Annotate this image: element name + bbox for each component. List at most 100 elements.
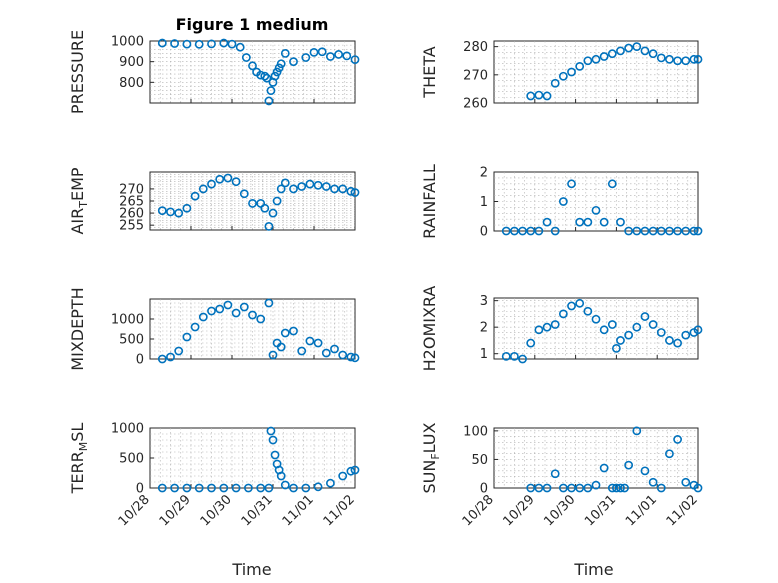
panel-2-grid xyxy=(150,172,355,230)
panel-5-ytick-0: 1 xyxy=(480,347,488,362)
panel-6-ytick-1: 500 xyxy=(119,452,144,467)
panel-5-point-9 xyxy=(575,298,585,308)
panel-2-point-6 xyxy=(207,179,216,189)
panel-5-point-8 xyxy=(567,301,576,311)
panel-1-point-6 xyxy=(575,61,585,71)
panel-4-point-11 xyxy=(248,310,257,320)
panel-2-point-19 xyxy=(289,184,298,194)
panel-5-point-18 xyxy=(640,312,650,321)
panel-6-point-12 xyxy=(270,450,280,460)
panel-6-xtick-2: 10/30 xyxy=(198,492,235,529)
panel-7-point-2 xyxy=(542,483,552,493)
panel-2-point-7 xyxy=(215,174,225,184)
panel-5-point-1 xyxy=(510,351,519,361)
panel-7-xtick-4: 11/01 xyxy=(623,492,660,529)
panel-5-point-15 xyxy=(616,336,625,345)
panel-5-series xyxy=(501,298,703,364)
panel-5-point-2 xyxy=(518,354,527,364)
panel-7-point-4 xyxy=(558,483,568,493)
panel-6-xtick-0: 10/28 xyxy=(116,492,153,529)
panel-3-point-20 xyxy=(665,226,674,236)
panel-3-point-16 xyxy=(632,226,642,236)
panel-2-ytick-3: 270 xyxy=(119,182,144,197)
panel-4-point-4 xyxy=(190,322,200,332)
panel-7-point-14 xyxy=(624,460,634,470)
panel-4-point-3 xyxy=(182,332,192,342)
panel-6-point-2 xyxy=(182,483,192,493)
panel-2-point-24 xyxy=(330,184,339,194)
panel-3-point-5 xyxy=(542,217,552,227)
panel-7-point-8 xyxy=(591,480,601,490)
panel-7-xtick-2: 10/30 xyxy=(541,492,578,529)
panel-0-point-28 xyxy=(342,51,352,61)
panel-7-point-21 xyxy=(681,477,691,487)
panel-4-point-21 xyxy=(313,338,323,348)
panel-2-point-20 xyxy=(297,182,307,191)
panel-2-ytick-0: 255 xyxy=(119,219,144,234)
panel-7-xtick-0: 10/28 xyxy=(460,492,497,529)
panel-5-point-14 xyxy=(612,343,621,353)
panel-1-point-20 xyxy=(689,54,699,64)
panel-3-point-14 xyxy=(616,217,625,227)
panel-7-point-18 xyxy=(656,483,666,493)
panel-3-point-2 xyxy=(518,226,527,236)
panel-1-point-11 xyxy=(616,46,625,56)
panel-6-point-15 xyxy=(276,471,286,481)
panel-0-point-8 xyxy=(241,53,251,62)
panel-0-point-24 xyxy=(309,47,319,57)
panel-1-ytick-0: 260 xyxy=(463,97,488,112)
panel-7-point-19 xyxy=(665,449,674,459)
panel-0-point-26 xyxy=(325,52,335,61)
panel-3-point-8 xyxy=(567,179,576,189)
panel-6-xtick-3: 10/31 xyxy=(239,492,276,529)
panel-7-point-13 xyxy=(620,483,629,493)
y-axis-label-4: MIXDEPTH xyxy=(68,287,87,370)
panel-4-point-24 xyxy=(338,350,348,360)
panel-1-point-17 xyxy=(665,54,674,64)
y-axis-label-1: THETA xyxy=(420,46,439,98)
x-axis-label-right: Time xyxy=(573,560,613,579)
panel-2-point-27 xyxy=(350,188,360,197)
panel-1-point-9 xyxy=(599,52,609,61)
panel-0-point-18 xyxy=(272,67,282,77)
panel-0-point-14 xyxy=(264,96,274,106)
panel-3-point-12 xyxy=(599,217,609,227)
x-axis-label-left: Time xyxy=(231,560,271,579)
panel-1-point-1 xyxy=(534,90,544,100)
panel-7-point-17 xyxy=(648,477,658,487)
panel-3-ytick-1: 1 xyxy=(480,195,488,210)
panel-3-point-10 xyxy=(583,217,593,227)
panel-1-point-4 xyxy=(558,71,568,81)
panel-3-point-4 xyxy=(534,226,544,236)
panel-3-point-13 xyxy=(607,179,617,189)
panel-2-point-9 xyxy=(231,177,241,187)
panel-2-point-26 xyxy=(346,186,356,196)
panel-0: 800 900 1000 PRESSURE xyxy=(68,30,360,114)
panel-4-point-17 xyxy=(280,328,290,338)
panel-5-point-13 xyxy=(607,320,617,329)
panel-5-ytick-2: 3 xyxy=(480,294,488,309)
panel-6-point-16 xyxy=(280,480,290,490)
panel-2-point-0 xyxy=(157,206,167,216)
panel-1-point-7 xyxy=(583,56,593,66)
panel-2-point-1 xyxy=(166,207,175,217)
panel-4-point-7 xyxy=(215,304,225,314)
panel-7: 0 50 100 10/28 10/29 10/30 10/31 11/01 11/02 SUNF… xyxy=(420,422,703,529)
panel-4: 0 500 1000 MIXDEPTH xyxy=(68,287,360,371)
panel-4-point-12 xyxy=(256,314,266,324)
panel-6-xtick-5: 11/02 xyxy=(321,492,358,529)
panel-7-ytick-2: 100 xyxy=(463,424,488,439)
panel-6-point-5 xyxy=(219,483,229,493)
panel-3-point-11 xyxy=(591,205,601,215)
panel-7-xtick-5: 11/02 xyxy=(664,492,701,529)
panel-1-ytick-1: 270 xyxy=(463,68,488,83)
panel-2-point-22 xyxy=(313,180,323,190)
panel-4-point-0 xyxy=(157,354,167,364)
panel-7-point-12 xyxy=(616,483,625,493)
panel-4-point-6 xyxy=(207,306,216,316)
panel-1-point-15 xyxy=(648,49,658,59)
panel-6-point-9 xyxy=(264,483,274,493)
panel-5-point-21 xyxy=(665,336,674,345)
panel-3-ytick-0: 0 xyxy=(480,225,488,240)
panel-7-ytick-1: 50 xyxy=(471,453,488,468)
